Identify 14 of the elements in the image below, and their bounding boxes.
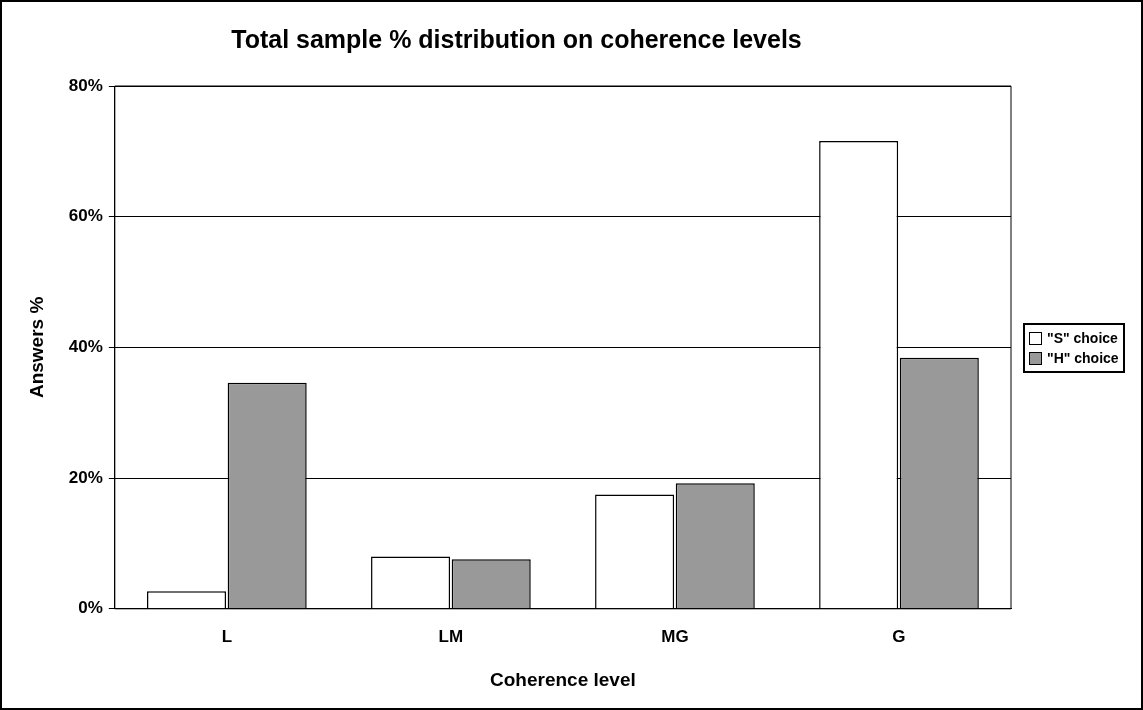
x-axis-title: Coherence level [490, 668, 636, 690]
text: "S" choice [1047, 329, 1118, 349]
y-axis-title: Answers % [25, 296, 47, 399]
chart-title: Total sample % distribution on coherence levels [231, 24, 802, 53]
x-tick-label: L [221, 626, 233, 646]
y-tick-label: 20% [68, 467, 103, 487]
legend-label: "H" choice [1047, 349, 1119, 369]
y-tick-label: 80% [68, 75, 103, 95]
x-tick-label: G [892, 626, 906, 646]
x-tick-label: MG [661, 626, 689, 646]
y-tick-label: 0% [78, 598, 103, 618]
y-tick-label: 40% [68, 337, 103, 357]
y-tick-label: 60% [68, 206, 103, 226]
x-tick-label: LM [438, 626, 464, 646]
